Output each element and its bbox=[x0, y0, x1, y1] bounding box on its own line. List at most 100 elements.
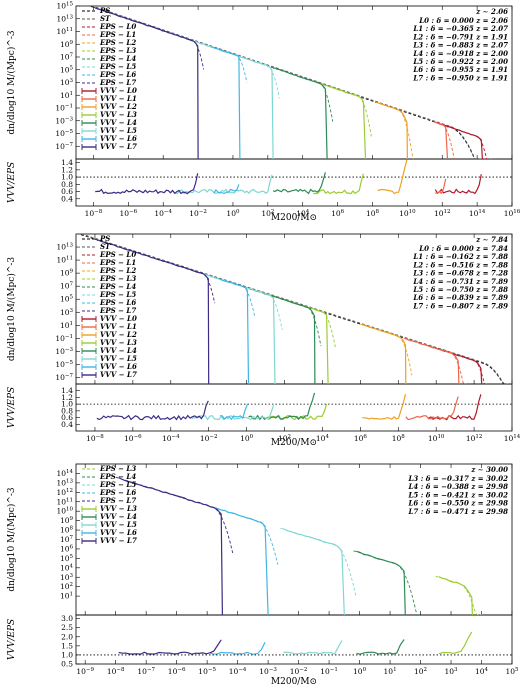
eps-curve-l4 bbox=[246, 287, 322, 347]
y-tick-label: 109 bbox=[60, 40, 74, 49]
ratio-axes-frame bbox=[75, 383, 513, 432]
x-tick-label: 106 bbox=[331, 209, 345, 218]
ratio-curve-l7 bbox=[96, 400, 209, 421]
eps-curve-l5 bbox=[280, 527, 357, 597]
ratio-curve-l3 bbox=[438, 631, 473, 655]
ratio-plot bbox=[96, 392, 482, 421]
x-axis-label: M200/M⊙ bbox=[271, 677, 317, 687]
vvv-curve-l4 bbox=[273, 67, 328, 159]
ratio-curve-l6 bbox=[220, 403, 248, 421]
x-tick-label: 10−4 bbox=[154, 209, 172, 218]
y-tick-label: 101 bbox=[60, 91, 73, 100]
legend-label: EPS − L5 bbox=[99, 480, 136, 489]
legend-label: VVV − L4 bbox=[100, 118, 137, 127]
y-tick-label: 10−5 bbox=[55, 360, 73, 369]
legend-label: EPS − L4 bbox=[99, 282, 136, 291]
vvv-curve-l2 bbox=[362, 323, 407, 384]
ratio-curve-l1 bbox=[405, 396, 459, 421]
legend-label: ST bbox=[100, 14, 111, 23]
ratio-tick-label: 2.0 bbox=[61, 632, 73, 641]
eps-curve-l0 bbox=[433, 121, 489, 159]
ratio-curve-l7 bbox=[95, 173, 199, 195]
vvv-curve-l3 bbox=[267, 293, 329, 384]
ratio-curve-l3 bbox=[313, 173, 364, 195]
ratio-tick-label: 1.0 bbox=[61, 400, 73, 409]
y-tick-label: 1013 bbox=[56, 478, 73, 487]
info-line: L4 : δ = −0.388 z = 29.98 bbox=[407, 482, 508, 491]
ratio-tick-label: 0.8 bbox=[61, 180, 73, 189]
y-tick-label: 1012 bbox=[56, 488, 73, 497]
legend-label: VVV − L4 bbox=[100, 512, 137, 521]
legend-label: EPS − L0 bbox=[99, 250, 136, 259]
legend-label: VVV − L6 bbox=[100, 362, 137, 371]
vvv-curve-l2 bbox=[377, 102, 408, 159]
mass-function-plot bbox=[76, 234, 512, 384]
ratio-curve-l5 bbox=[191, 405, 275, 421]
x-axis-label: M200/M⊙ bbox=[271, 213, 317, 223]
legend-label: EPS − L1 bbox=[99, 30, 136, 39]
vvv-curve-l6 bbox=[210, 506, 269, 615]
eps-curve-l5 bbox=[171, 33, 280, 99]
legend-label: EPS − L2 bbox=[99, 266, 136, 275]
x-tick-label: 1014 bbox=[469, 209, 486, 218]
x-tick-label: 10−8 bbox=[107, 667, 125, 676]
legend-label: VVV − L3 bbox=[100, 504, 137, 513]
legend-label: EPS − L0 bbox=[99, 22, 136, 31]
y-tick-label: 102 bbox=[60, 582, 73, 591]
ratio-curve-l1 bbox=[435, 178, 447, 195]
legend-label: EPS − L2 bbox=[99, 38, 136, 47]
y-tick-label: 10−1 bbox=[55, 104, 73, 113]
y-tick-label: 106 bbox=[60, 544, 74, 553]
info-line: L2 : δ = −0.516 z = 7.88 bbox=[412, 260, 508, 269]
info-line: L5 : δ = −0.750 z = 7.88 bbox=[412, 285, 508, 294]
ratio-curve-l6 bbox=[213, 184, 240, 195]
legend-label: VVV − L6 bbox=[100, 134, 137, 143]
ratio-tick-label: 0.4 bbox=[61, 420, 73, 429]
y-tick-label: 105 bbox=[60, 65, 74, 74]
eps-curve-l3 bbox=[311, 80, 372, 137]
info-line: L1 : δ = −0.365 z = 2.07 bbox=[412, 24, 508, 33]
ratio-curve-l4 bbox=[272, 172, 326, 195]
info-line: L6 : δ = −0.550 z = 29.98 bbox=[407, 499, 508, 508]
ratio-curve-l5 bbox=[173, 174, 273, 195]
x-tick-label: 10−2 bbox=[200, 434, 218, 443]
info-line: L2 : δ = −0.791 z = 1.91 bbox=[412, 32, 508, 41]
vvv-curve-l7 bbox=[118, 477, 223, 615]
st-line bbox=[76, 234, 512, 384]
info-line: L6 : δ = −0.839 z = 7.89 bbox=[412, 293, 508, 302]
x-tick-label: 106 bbox=[354, 434, 368, 443]
y-tick-label: 107 bbox=[60, 53, 74, 62]
ratio-curve-l6 bbox=[210, 641, 266, 655]
x-tick-label: 102 bbox=[278, 434, 291, 443]
eps-curve-l3 bbox=[265, 293, 336, 348]
x-tick-label: 1010 bbox=[428, 434, 445, 443]
legend-label: PS bbox=[99, 234, 110, 243]
vvv-curve-l0 bbox=[435, 121, 483, 159]
chart-panel-1: 10−8 10−6 10−4 10−2 100 102 104 106 108 1010 1012 1… bbox=[6, 2, 520, 224]
y-tick-label: 10−7 bbox=[55, 373, 73, 382]
y-tick-label: 107 bbox=[60, 535, 74, 544]
ratio-axes-frame bbox=[75, 614, 513, 665]
ratio-curve-l0 bbox=[434, 174, 482, 195]
ratio-tick-label: 1.0 bbox=[61, 650, 73, 659]
info-heading: z ∼ 30.00 bbox=[470, 465, 508, 474]
info-line: L0 : δ = 0.000 z = 2.06 bbox=[418, 16, 508, 25]
x-tick-label: 1012 bbox=[434, 209, 451, 218]
ratio-tick-label: 0.8 bbox=[61, 406, 73, 415]
legend-label: EPS − L6 bbox=[99, 298, 136, 307]
chart-panel-2: 10−8 10−6 10−4 10−2 100 102 104 106 108 1010 1012 1… bbox=[6, 233, 520, 448]
legend-label: EPS − L6 bbox=[99, 488, 136, 497]
x-tick-label: 10−8 bbox=[86, 434, 104, 443]
info-line: L1 : δ = −0.162 z = 7.88 bbox=[412, 252, 508, 261]
legend-label: VVV − L2 bbox=[100, 330, 137, 339]
legend-label: VVV − L5 bbox=[100, 354, 137, 363]
legend-label: VVV − L6 bbox=[100, 528, 137, 537]
vvv-curve-l3 bbox=[438, 576, 473, 615]
legend-label: VVV − L3 bbox=[100, 338, 137, 347]
y-tick-label: 1011 bbox=[56, 256, 73, 265]
ratio-tick-label: 3.0 bbox=[61, 614, 73, 623]
legend-label: VVV − L3 bbox=[100, 110, 137, 119]
y-tick-label: 105 bbox=[60, 295, 74, 304]
legend-label: VVV − L7 bbox=[100, 536, 137, 545]
legend-label: VVV − L0 bbox=[100, 314, 137, 323]
